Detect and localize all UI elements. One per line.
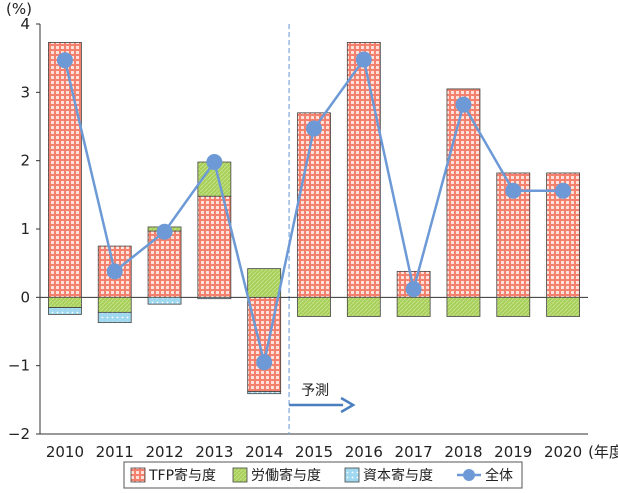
x-tick-label: 2011 [96,443,134,461]
y-tick-label: 0 [20,288,30,306]
x-tick-label: 2015 [295,443,333,461]
x-tick-label: 2010 [46,443,84,461]
capital-bar [48,307,82,315]
total-point [405,281,422,298]
y-tick-label: 2 [20,152,30,170]
x-tick-label: 2020 [544,443,582,461]
forecast-arrow-head [340,396,356,414]
total-point [555,182,572,199]
tfp-legend-swatch [130,467,146,483]
labor-bar [48,296,82,308]
labor-bar [97,296,132,313]
total-point [306,120,322,137]
y-tick-label: 3 [20,83,30,101]
x-tick-label: 2016 [345,443,383,461]
labor-bar [396,296,431,317]
x-unit-label: (年度) [588,443,618,461]
legend-label: 資本寄与度 [363,467,433,484]
y-unit-label: (%) [6,0,32,18]
capital-bar [97,311,132,324]
total-point [256,354,273,371]
x-tick-label: 2012 [145,443,183,461]
y-tick-label: −1 [8,357,30,375]
tfp-bar [346,42,381,298]
capital-legend-swatch [344,467,360,483]
labor-bar [446,296,481,317]
x-tick-label: 2017 [395,443,433,461]
total-point [505,182,522,199]
capital-bar [147,296,182,305]
total-point [455,96,472,113]
total-point [355,51,372,68]
tfp-bar [446,88,481,298]
x-tick-label: 2018 [444,443,482,461]
tfp-bar [97,245,132,298]
tfp-bar [48,42,82,298]
labor-bar [346,296,381,317]
labor-bar [247,268,282,298]
labor-bar [546,296,580,317]
capital-bar [197,296,232,300]
x-tick-label: 2019 [494,443,532,461]
total-point [156,223,173,240]
total-point [106,263,123,280]
legend-box [123,461,523,489]
labor-legend-swatch [232,467,248,483]
legend-label: 全体 [485,467,513,484]
labor-bar [496,296,531,317]
tfp-bar [147,230,182,298]
total-point [56,52,73,69]
legend-label: TFP寄与度 [148,467,216,484]
x-tick-label: 2013 [195,443,233,461]
y-tick-label: 1 [20,220,30,238]
x-tick-label: 2014 [245,443,283,461]
tfp-bar [197,195,232,298]
legend-label: 労働寄与度 [251,467,321,484]
y-tick-label: 4 [20,15,30,33]
forecast-label: 予測 [301,383,329,399]
total-point [206,154,223,171]
total-legend-marker [463,469,475,481]
tfp-bar [297,112,331,298]
labor-bar [297,296,331,317]
y-tick-label: −2 [8,425,30,443]
capital-bar [247,391,282,395]
